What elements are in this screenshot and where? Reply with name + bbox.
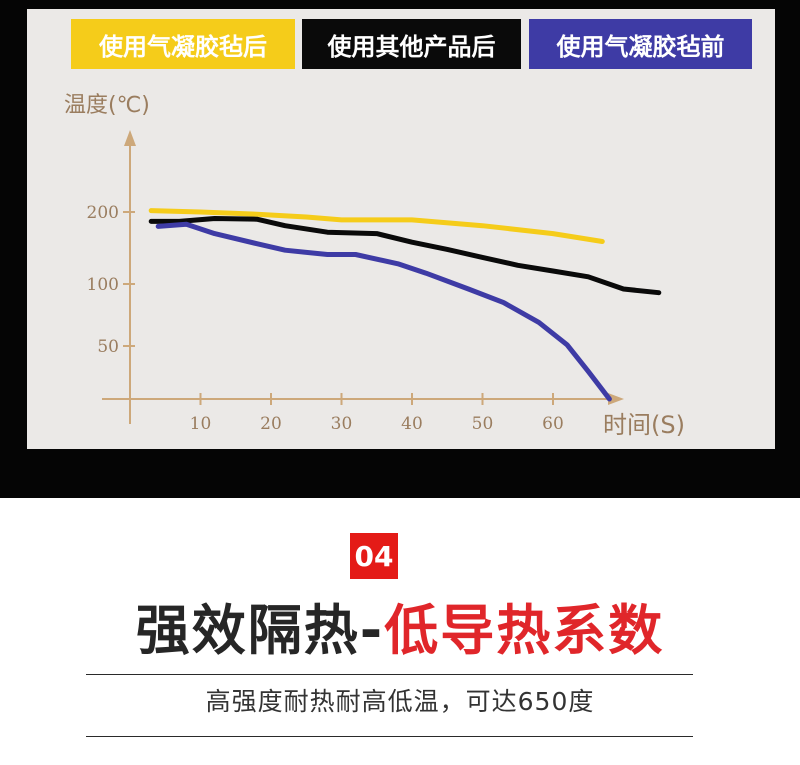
y-tick-label: 50 [97,337,119,357]
section-title-main: 强效隔热- [135,599,385,662]
y-axis-arrow [124,130,136,146]
y-axis-label: 温度(℃) [64,93,150,118]
x-tick-label: 50 [472,414,494,434]
x-axis-label: 时间(S) [603,411,685,439]
x-axis-arrow [608,393,624,405]
series-line-1 [148,216,662,296]
legend-item-after-aerogel: 使用气凝胶毡后 [71,19,295,69]
chart-panel [27,9,775,449]
divider-top [86,674,693,675]
legend-item-other-product: 使用其他产品后 [302,19,521,69]
legend-item-before-aerogel: 使用气凝胶毡前 [529,19,752,69]
section-title-highlight: 低导热系数 [384,599,665,662]
x-tick-label: 30 [331,414,353,434]
x-tick-label: 20 [260,414,282,434]
legend-label: 使用其他产品后 [327,32,496,61]
divider-bottom [86,736,693,737]
x-tick-label: 60 [542,414,564,434]
y-tick-label: 200 [87,203,119,223]
legend-label: 使用气凝胶毡后 [99,32,267,61]
section-number: 04 [354,539,394,573]
section-number-badge: 04 [350,533,398,579]
series-line-2 [155,221,612,402]
series-line-0 [148,208,605,244]
section-title: 强效隔热-低导热系数 [0,598,800,664]
x-tick-label: 40 [401,414,423,434]
y-tick-label: 100 [87,275,119,295]
x-tick-label: 10 [190,414,212,434]
legend-label: 使用气凝胶毡前 [556,32,725,61]
temperature-chart: 50 100 200 10 20 30 40 50 60 温度(℃) 时间(S) [64,93,685,439]
section-subtitle: 高强度耐热耐高低温，可达650度 [205,687,595,716]
